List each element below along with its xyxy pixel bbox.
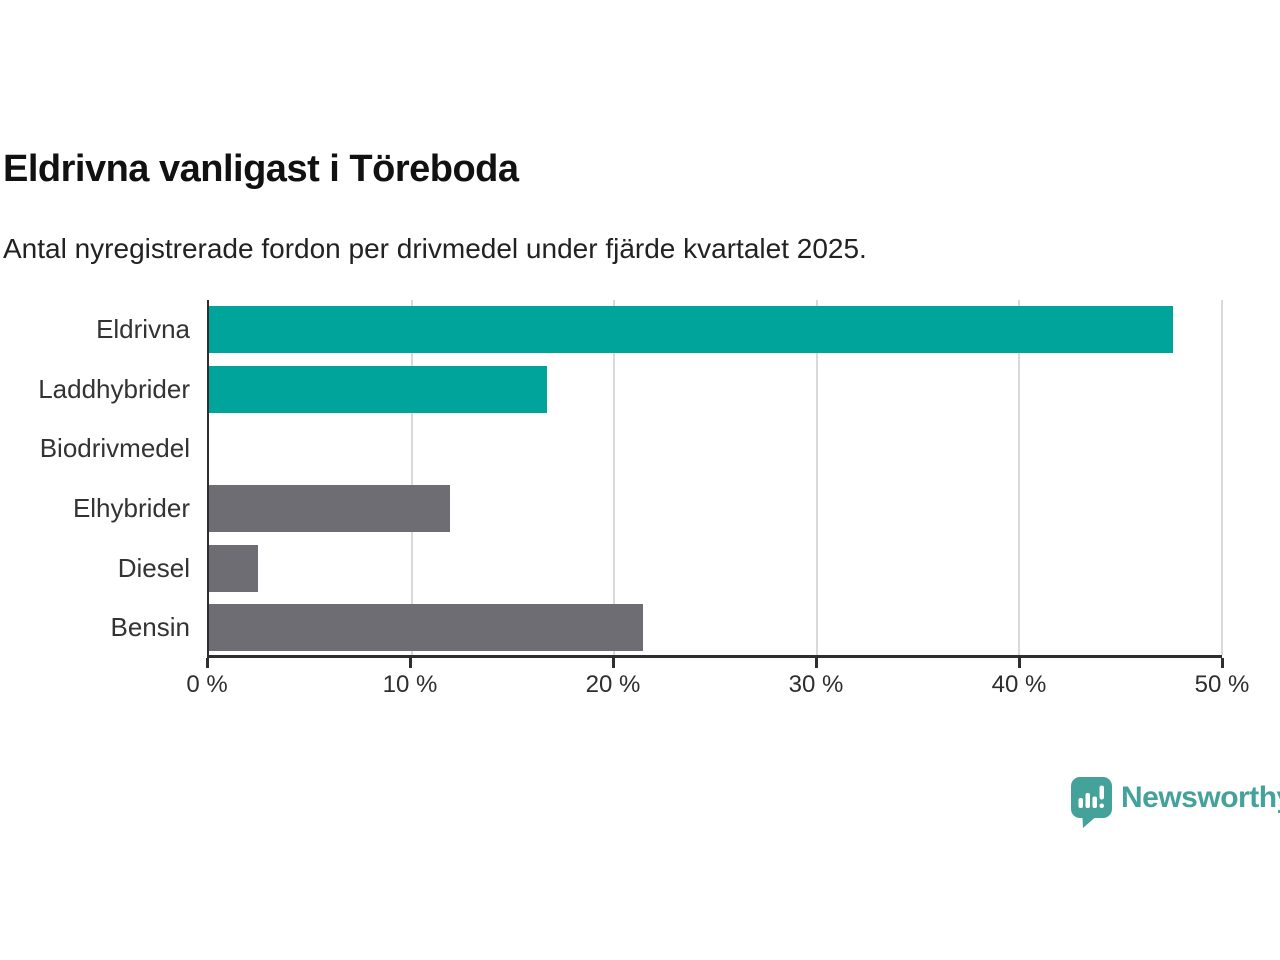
chart-subtitle: Antal nyregistrerade fordon per drivmede… bbox=[3, 233, 867, 264]
x-axis-tick-0 bbox=[205, 658, 209, 668]
bar-eldrivna bbox=[209, 306, 1174, 353]
bar-bensin bbox=[209, 604, 643, 652]
x-axis-tick-label-40: 40 % bbox=[991, 671, 1047, 698]
bar-laddhybrider bbox=[209, 365, 548, 413]
x-axis-tick-30 bbox=[814, 658, 818, 668]
category-label-diesel: Diesel bbox=[117, 552, 190, 583]
bar-chart-speech-bubble-icon bbox=[1071, 777, 1112, 828]
x-axis-tick-label-50: 50 % bbox=[1194, 671, 1250, 698]
plot-area bbox=[207, 300, 1223, 658]
newsworthy-logo-text: Newsworthy bbox=[1121, 781, 1280, 814]
x-axis-tick-40 bbox=[1017, 658, 1021, 668]
gridline-20pct bbox=[613, 300, 616, 655]
gridline-50pct bbox=[1221, 300, 1223, 655]
gridline-40pct bbox=[1018, 300, 1021, 655]
category-label-biodrivmedel: Biodrivmedel bbox=[39, 433, 190, 464]
bar-diesel bbox=[209, 544, 258, 592]
category-label-elhybrider: Elhybrider bbox=[72, 493, 190, 523]
x-axis-tick-50 bbox=[1220, 658, 1224, 668]
x-axis-tick-10 bbox=[408, 658, 412, 668]
newsworthy-logo: Newsworthy bbox=[1071, 777, 1280, 829]
gridline-10pct bbox=[410, 300, 413, 655]
x-axis-tick-label-0: 0 % bbox=[186, 671, 228, 698]
x-axis-tick-label-30: 30 % bbox=[788, 671, 844, 698]
x-axis-tick-label-10: 10 % bbox=[382, 671, 438, 698]
chart-title: Eldrivna vanligast i Töreboda bbox=[3, 148, 519, 190]
chart-area: Eldrivna Laddhybrider Biodrivmedel Elhybrid… bbox=[0, 300, 1280, 720]
category-labels: Eldrivna Laddhybrider Biodrivmedel Elhybrid… bbox=[0, 300, 190, 658]
x-axis-tick-20 bbox=[611, 658, 615, 668]
gridline-30pct bbox=[815, 300, 818, 655]
bar-elhybrider bbox=[209, 485, 451, 532]
category-label-laddhybrider: Laddhybrider bbox=[38, 373, 190, 404]
category-label-bensin: Bensin bbox=[110, 612, 191, 643]
x-axis-tick-label-20: 20 % bbox=[585, 671, 641, 698]
category-label-eldrivna: Eldrivna bbox=[96, 314, 190, 344]
